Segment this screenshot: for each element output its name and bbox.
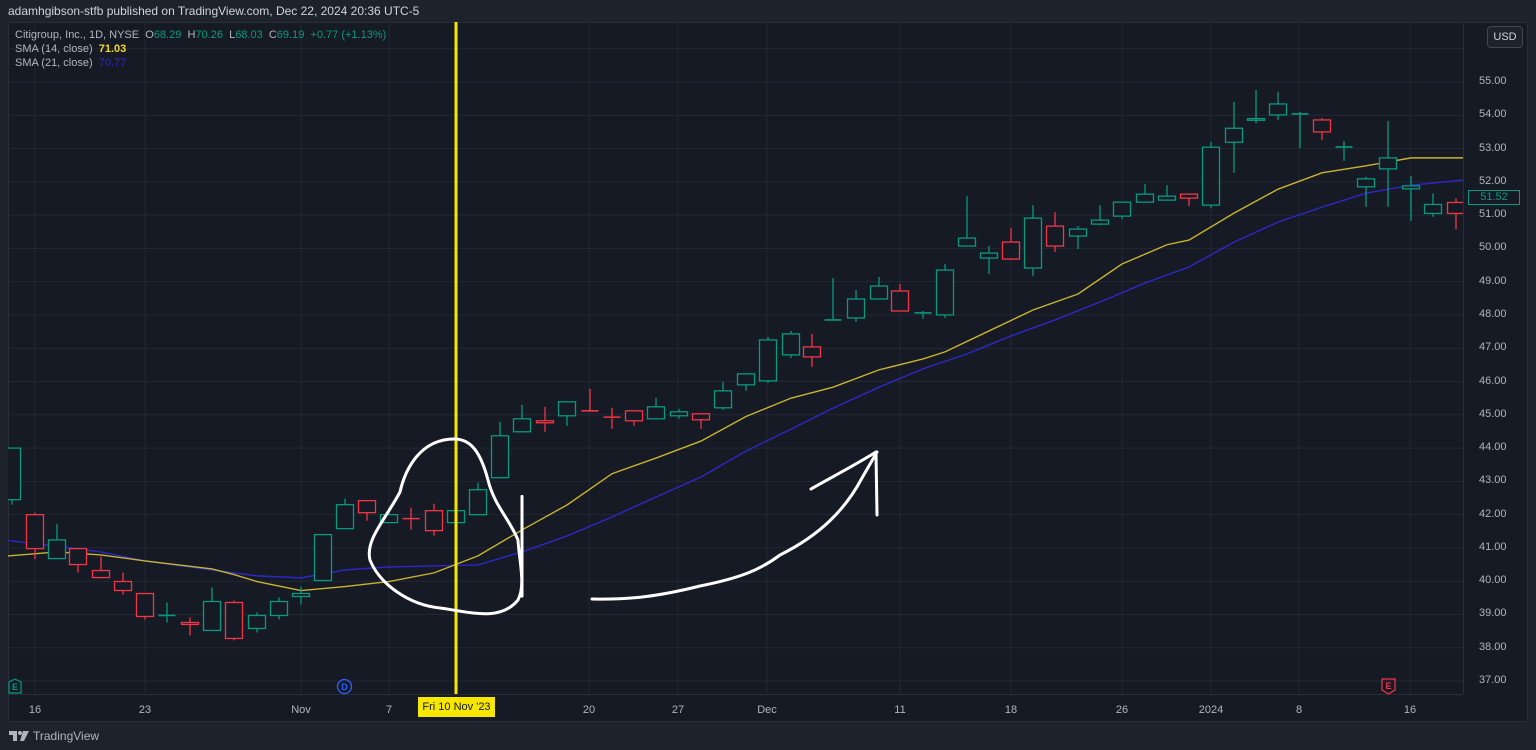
- earnings-marker-icon[interactable]: E: [8, 678, 22, 696]
- sma21-label: SMA (21, close): [15, 57, 93, 69]
- price-tick-label: 39.00: [1479, 607, 1507, 620]
- publisher-text: adamhgibson-stfb published on TradingVie…: [8, 4, 420, 18]
- sma21-value: 70.77: [98, 57, 127, 69]
- price-tick-label: 42.00: [1479, 507, 1507, 520]
- price-tick-label: 44.00: [1479, 441, 1507, 454]
- time-tick-label: 11: [894, 704, 906, 716]
- sma14-legend-row[interactable]: SMA (14, close) 71.03: [15, 42, 386, 56]
- publisher-header: adamhgibson-stfb published on TradingVie…: [0, 0, 1536, 22]
- price-tick-label: 53.00: [1479, 141, 1507, 154]
- time-tick-label: 27: [671, 704, 685, 716]
- time-tick-label: Nov: [291, 704, 311, 716]
- time-axis[interactable]: [8, 694, 1463, 722]
- crosshair-date-label: Fri 10 Nov '23: [418, 697, 495, 717]
- time-tick-label: 18: [1004, 704, 1018, 716]
- price-axis[interactable]: [1463, 22, 1528, 694]
- footer-bar: TradingView: [0, 722, 1536, 750]
- price-tick-label: 49.00: [1479, 274, 1507, 287]
- last-price-label: 51.52: [1468, 189, 1520, 205]
- dividend-marker-icon[interactable]: D: [336, 678, 353, 697]
- sma-line: [8, 179, 1463, 579]
- price-tick-label: 38.00: [1479, 640, 1507, 653]
- svg-text:D: D: [341, 682, 348, 692]
- time-tick-label: 7: [385, 704, 393, 716]
- time-tick-label: Dec: [757, 704, 777, 716]
- high-value: 70.26: [195, 29, 223, 41]
- low-value: 68.03: [235, 29, 263, 41]
- tradingview-logo-icon: [9, 731, 29, 741]
- price-tick-label: 52.00: [1479, 174, 1507, 187]
- time-tick-label: 16: [1403, 704, 1417, 716]
- price-tick-label: 55.00: [1479, 75, 1507, 87]
- time-tick-label: 26: [1115, 704, 1129, 716]
- price-tick-label: 50.00: [1479, 241, 1507, 254]
- sma14-label: SMA (14, close): [15, 43, 93, 55]
- earnings-marker-icon[interactable]: E: [1381, 678, 1396, 697]
- time-tick-label: 2024: [1198, 704, 1224, 716]
- price-tick-label: 46.00: [1479, 374, 1507, 387]
- price-tick-label: 48.00: [1479, 307, 1507, 320]
- sma-line: [8, 157, 1463, 592]
- price-tick-label: 45.00: [1479, 407, 1507, 420]
- symbol-legend-row[interactable]: Citigroup, Inc., 1D, NYSE O68.29 H70.26 …: [15, 29, 387, 41]
- price-tick-label: 43.00: [1479, 474, 1507, 487]
- price-tick-label: 47.00: [1479, 341, 1507, 354]
- price-tick-label: 54.00: [1479, 108, 1507, 121]
- chart-legend: Citigroup, Inc., 1D, NYSE O68.29 H70.26 …: [15, 28, 386, 70]
- sma21-legend-row[interactable]: SMA (21, close) 70.77: [15, 56, 386, 70]
- svg-text:E: E: [1385, 681, 1391, 691]
- time-tick-label: 20: [582, 704, 596, 716]
- symbol-name: Citigroup, Inc., 1D, NYSE: [15, 29, 140, 41]
- time-tick-label: 23: [138, 704, 152, 716]
- close-value: 69.19: [276, 29, 305, 41]
- freehand-circle-drawing: [367, 437, 524, 616]
- time-tick-label: 16: [28, 704, 42, 716]
- chart-plot-area[interactable]: [8, 22, 1463, 694]
- sma14-value: 71.03: [98, 43, 127, 55]
- change-value: +0.77 (+1.13%): [310, 29, 387, 41]
- candlestick-chart[interactable]: [8, 22, 1463, 694]
- price-tick-label: 41.00: [1479, 540, 1507, 553]
- open-value: 68.29: [153, 29, 182, 41]
- price-tick-label: 37.00: [1479, 674, 1507, 687]
- price-tick-label: 40.00: [1479, 574, 1507, 587]
- tradingview-logo[interactable]: TradingView: [9, 729, 99, 743]
- freehand-arrow-drawing: [590, 450, 879, 601]
- svg-text:E: E: [12, 682, 18, 692]
- currency-button[interactable]: USD: [1487, 26, 1523, 48]
- tradingview-logo-text: TradingView: [33, 729, 100, 743]
- time-tick-label: 8: [1295, 704, 1303, 716]
- price-tick-label: 51.00: [1479, 208, 1507, 221]
